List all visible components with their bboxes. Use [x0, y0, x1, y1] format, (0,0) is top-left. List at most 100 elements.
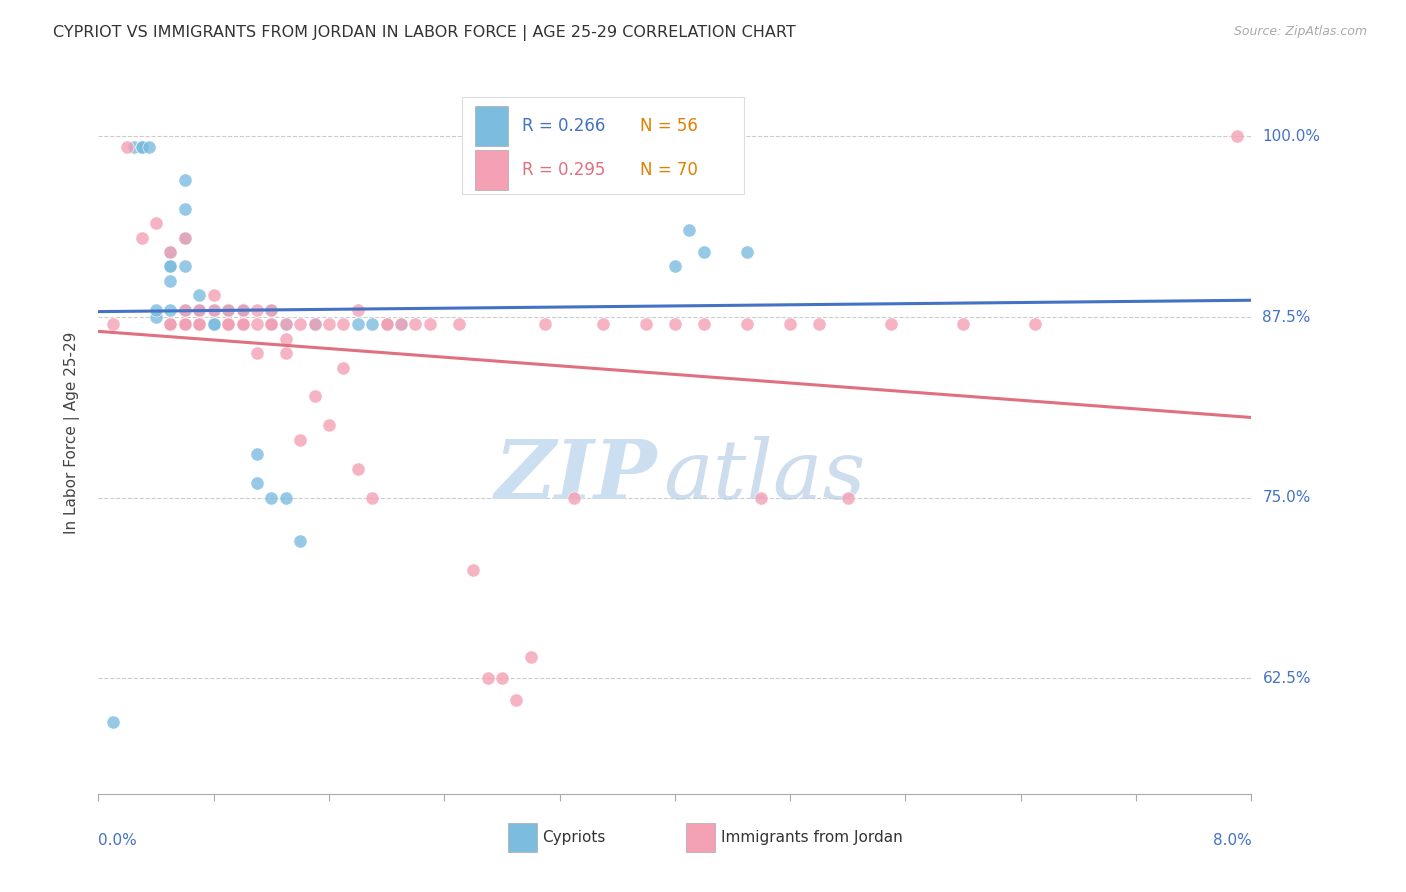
Immigrants from Jordan: [260, 317, 283, 331]
Immigrants from Jordan: [217, 302, 239, 317]
Immigrants from Jordan: [952, 317, 974, 331]
Text: 87.5%: 87.5%: [1263, 310, 1310, 325]
Cypriots: [664, 260, 686, 274]
Text: N = 56: N = 56: [640, 117, 699, 135]
Immigrants from Jordan: [562, 491, 585, 505]
Immigrants from Jordan: [159, 244, 181, 259]
Bar: [508, 822, 537, 852]
Immigrants from Jordan: [332, 317, 354, 331]
Text: 0.0%: 0.0%: [98, 833, 138, 847]
Cypriots: [174, 202, 197, 216]
Text: 8.0%: 8.0%: [1212, 833, 1251, 847]
Immigrants from Jordan: [231, 317, 254, 331]
Immigrants from Jordan: [290, 433, 312, 447]
Immigrants from Jordan: [808, 317, 831, 331]
Bar: [475, 106, 508, 145]
Cypriots: [260, 491, 283, 505]
Immigrants from Jordan: [346, 302, 368, 317]
Bar: [686, 822, 716, 852]
Immigrants from Jordan: [231, 317, 254, 331]
Immigrants from Jordan: [304, 390, 326, 404]
Immigrants from Jordan: [231, 317, 254, 331]
Immigrants from Jordan: [779, 317, 801, 331]
Immigrants from Jordan: [274, 317, 297, 331]
Immigrants from Jordan: [534, 317, 557, 331]
Immigrants from Jordan: [491, 671, 513, 685]
Cypriots: [188, 302, 211, 317]
Cypriots: [231, 317, 254, 331]
Text: 100.0%: 100.0%: [1263, 128, 1320, 144]
Y-axis label: In Labor Force | Age 25-29: In Labor Force | Age 25-29: [63, 332, 80, 533]
Immigrants from Jordan: [375, 317, 398, 331]
Text: 62.5%: 62.5%: [1263, 671, 1310, 686]
Immigrants from Jordan: [217, 317, 239, 331]
Cypriots: [202, 317, 225, 331]
Immigrants from Jordan: [505, 693, 527, 707]
Cypriots: [231, 302, 254, 317]
Immigrants from Jordan: [274, 332, 297, 346]
Cypriots: [159, 260, 181, 274]
Cypriots: [159, 260, 181, 274]
Immigrants from Jordan: [477, 671, 499, 685]
Immigrants from Jordan: [318, 418, 340, 433]
Cypriots: [693, 244, 716, 259]
Immigrants from Jordan: [592, 317, 614, 331]
Cypriots: [231, 302, 254, 317]
Cypriots: [678, 223, 700, 237]
Cypriots: [174, 173, 197, 187]
Cypriots: [159, 274, 181, 288]
Immigrants from Jordan: [217, 317, 239, 331]
Cypriots: [188, 288, 211, 302]
Immigrants from Jordan: [290, 317, 312, 331]
Cypriots: [174, 230, 197, 244]
Immigrants from Jordan: [260, 302, 283, 317]
Immigrants from Jordan: [693, 317, 716, 331]
Cypriots: [159, 244, 181, 259]
Immigrants from Jordan: [1226, 129, 1249, 144]
Cypriots: [101, 714, 124, 729]
Immigrants from Jordan: [447, 317, 470, 331]
Cypriots: [346, 317, 368, 331]
Cypriots: [159, 302, 181, 317]
Text: CYPRIOT VS IMMIGRANTS FROM JORDAN IN LABOR FORCE | AGE 25-29 CORRELATION CHART: CYPRIOT VS IMMIGRANTS FROM JORDAN IN LAB…: [53, 25, 796, 41]
Immigrants from Jordan: [202, 302, 225, 317]
Cypriots: [217, 317, 239, 331]
Cypriots: [174, 260, 197, 274]
Cypriots: [260, 302, 283, 317]
Cypriots: [174, 317, 197, 331]
Immigrants from Jordan: [174, 230, 197, 244]
Immigrants from Jordan: [318, 317, 340, 331]
Immigrants from Jordan: [174, 302, 197, 317]
Cypriots: [231, 317, 254, 331]
Text: ZIP: ZIP: [495, 436, 658, 516]
Cypriots: [202, 317, 225, 331]
Immigrants from Jordan: [880, 317, 903, 331]
Text: Cypriots: Cypriots: [543, 830, 606, 845]
Cypriots: [131, 139, 153, 153]
Cypriots: [188, 317, 211, 331]
Immigrants from Jordan: [188, 317, 211, 331]
Immigrants from Jordan: [389, 317, 412, 331]
Immigrants from Jordan: [405, 317, 427, 331]
Cypriots: [304, 317, 326, 331]
Immigrants from Jordan: [246, 317, 269, 331]
Cypriots: [188, 302, 211, 317]
Cypriots: [217, 302, 239, 317]
Cypriots: [159, 317, 181, 331]
Cypriots: [131, 139, 153, 153]
Cypriots: [389, 317, 412, 331]
Immigrants from Jordan: [174, 317, 197, 331]
Immigrants from Jordan: [304, 317, 326, 331]
Immigrants from Jordan: [145, 216, 167, 230]
Immigrants from Jordan: [461, 563, 484, 577]
Immigrants from Jordan: [188, 302, 211, 317]
Cypriots: [274, 491, 297, 505]
Cypriots: [202, 302, 225, 317]
Cypriots: [217, 317, 239, 331]
Immigrants from Jordan: [159, 317, 181, 331]
Cypriots: [145, 302, 167, 317]
Text: atlas: atlas: [664, 436, 866, 516]
Cypriots: [145, 310, 167, 324]
Cypriots: [290, 533, 312, 548]
Immigrants from Jordan: [664, 317, 686, 331]
